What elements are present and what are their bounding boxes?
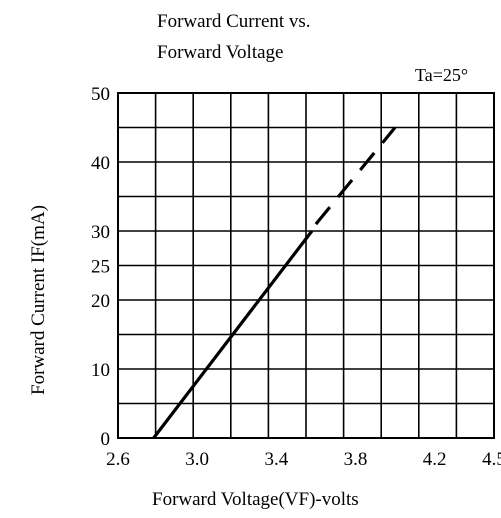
y-tick-label: 30 [91,222,110,243]
data-curves [154,128,395,439]
y-tick-label: 20 [91,291,110,312]
y-tick-label: 10 [91,360,110,381]
y-tick-label: 50 [91,84,110,105]
chart-title-line-2: Forward Voltage [157,42,283,63]
chart-title-line-1: Forward Current vs. [157,11,311,32]
x-tick-label: 2.6 [106,449,130,470]
temperature-condition: Ta=25° [415,65,468,85]
x-tick-label: 4.2 [423,449,447,470]
y-tick-label: 0 [101,429,111,450]
x-tick-label: 4.5 [482,449,501,470]
y-axis-label: Forward Current IF(mA) [28,205,49,395]
dashed-curve-line [316,128,395,225]
y-tick-label: 40 [91,153,110,174]
tick-labels: 2.6 3.0 3.4 3.8 4.2 4.5 0 10 20 25 30 40 50 [91,84,501,470]
y-tick-label: 25 [91,257,110,278]
x-axis-label: Forward Voltage(VF)-volts [152,489,359,510]
x-tick-label: 3.0 [185,449,209,470]
x-tick-label: 3.4 [264,449,288,470]
x-tick-label: 3.8 [344,449,368,470]
grid-lines [118,93,494,438]
